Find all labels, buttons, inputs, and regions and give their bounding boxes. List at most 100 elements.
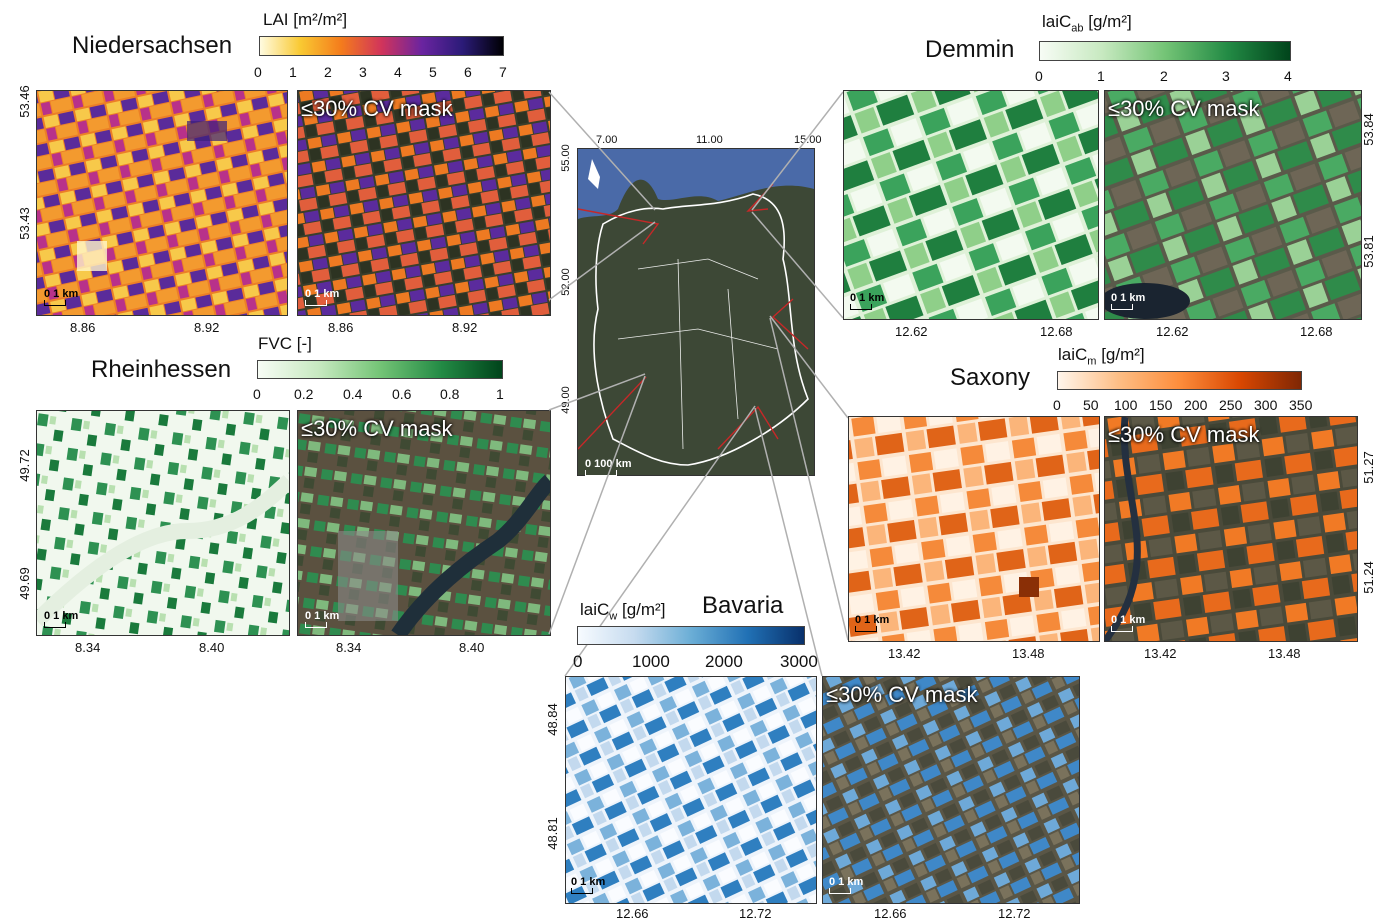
scale-label: 0 1 km bbox=[850, 292, 885, 304]
colorbar-tick: 1000 bbox=[632, 652, 670, 671]
saxony-masked-map bbox=[1104, 416, 1358, 642]
unit-rest: [g/m²] bbox=[617, 600, 666, 619]
colorbar-tick: 0 bbox=[1035, 68, 1043, 84]
scale-label: 0 1 km bbox=[44, 610, 79, 622]
cw-unit-label: laiCw [g/m²] bbox=[580, 600, 665, 622]
colorbar-tick: 0 bbox=[253, 386, 261, 402]
colorbar-tick: 0.8 bbox=[440, 386, 460, 402]
cw-colorbar bbox=[577, 626, 805, 645]
saxony-title: Saxony bbox=[950, 364, 1031, 391]
scale-bar: 0 1 km bbox=[850, 292, 884, 310]
longitude-label: 12.68 bbox=[1300, 324, 1333, 339]
colorbar-tick: 3 bbox=[1222, 68, 1230, 84]
cab-colorbar-ticks: 0 1 2 3 4 bbox=[1035, 68, 1292, 86]
scale-label: 0 100 km bbox=[585, 458, 632, 470]
niedersachsen-lai-map bbox=[36, 90, 288, 316]
longitude-label: 12.66 bbox=[616, 906, 649, 921]
colorbar-tick: 3 bbox=[359, 64, 367, 80]
scale-bar: 0 1 km bbox=[829, 876, 863, 894]
colorbar-tick: 1 bbox=[496, 386, 504, 402]
latitude-label: 48.81 bbox=[544, 817, 560, 850]
longitude-label: 13.42 bbox=[888, 646, 921, 661]
colorbar-tick: 0 bbox=[1053, 397, 1061, 413]
colorbar-tick: 300 bbox=[1254, 397, 1278, 413]
colorbar-tick: 2 bbox=[1160, 68, 1168, 84]
longitude-label: 13.48 bbox=[1012, 646, 1045, 661]
latitude-label: 53.84 bbox=[1360, 113, 1376, 146]
colorbar-tick: 2000 bbox=[705, 652, 743, 671]
niedersachsen-title: Niedersachsen bbox=[72, 32, 233, 59]
scale-bar: 0 1 km bbox=[571, 876, 605, 894]
unit-subscript: m bbox=[1087, 355, 1097, 368]
latitude-label: 53.46 bbox=[16, 85, 32, 118]
latitude-tick: 49.00 bbox=[559, 386, 572, 414]
scale-bar: 0 1 km bbox=[305, 610, 339, 628]
scale-label: 0 1 km bbox=[571, 876, 606, 888]
scale-label: 0 1 km bbox=[829, 876, 864, 888]
longitude-label: 8.34 bbox=[75, 640, 101, 655]
colorbar-tick: 2 bbox=[324, 64, 332, 80]
cv-mask-label: ≤30% CV mask bbox=[301, 416, 453, 441]
scale-bar: 0 1 km bbox=[44, 288, 78, 306]
longitude-tick: 11.00 bbox=[696, 134, 723, 146]
longitude-label: 13.48 bbox=[1268, 646, 1301, 661]
latitude-label: 48.84 bbox=[544, 703, 560, 736]
lai-unit-label: LAI [m²/m²] bbox=[263, 10, 348, 29]
unit-base: laiC bbox=[1042, 12, 1072, 31]
demmin-cab-map bbox=[843, 90, 1099, 320]
latitude-label: 49.72 bbox=[16, 449, 32, 482]
cm-colorbar bbox=[1057, 371, 1302, 390]
bavaria-masked-map bbox=[822, 676, 1080, 904]
colorbar-tick: 1 bbox=[289, 64, 297, 80]
lai-colorbar-ticks: 0 1 2 3 4 5 6 7 bbox=[254, 64, 507, 82]
scale-label: 0 1 km bbox=[1111, 614, 1146, 626]
bavaria-cw-map bbox=[565, 676, 817, 904]
colorbar-tick: 250 bbox=[1219, 397, 1243, 413]
fvc-colorbar-ticks: 0 0.2 0.4 0.6 0.8 1 bbox=[253, 386, 504, 404]
longitude-label: 8.92 bbox=[194, 320, 220, 335]
latitude-label: 51.24 bbox=[1360, 561, 1376, 594]
germany-overview-map bbox=[577, 148, 815, 476]
longitude-label: 12.72 bbox=[739, 906, 772, 921]
latitude-label: 49.69 bbox=[16, 567, 32, 600]
colorbar-tick: 4 bbox=[1284, 68, 1292, 84]
lai-colorbar bbox=[259, 36, 504, 56]
colorbar-tick: 0 bbox=[254, 64, 262, 80]
latitude-tick: 52.00 bbox=[559, 268, 572, 296]
cm-unit-label: laiCm [g/m²] bbox=[1058, 345, 1145, 367]
longitude-label: 8.40 bbox=[459, 640, 485, 655]
cab-unit-label: laiCab [g/m²] bbox=[1042, 12, 1132, 34]
cw-colorbar-ticks: 0 1000 2000 3000 bbox=[573, 652, 827, 672]
longitude-label: 12.72 bbox=[998, 906, 1031, 921]
colorbar-tick: 1 bbox=[1097, 68, 1105, 84]
longitude-label: 8.34 bbox=[336, 640, 362, 655]
latitude-tick: 55.00 bbox=[559, 144, 572, 172]
colorbar-tick: 150 bbox=[1149, 397, 1173, 413]
longitude-label: 8.40 bbox=[199, 640, 225, 655]
colorbar-tick: 0 bbox=[573, 652, 583, 671]
latitude-label: 53.81 bbox=[1360, 235, 1376, 268]
bavaria-title: Bavaria bbox=[702, 592, 784, 619]
colorbar-tick: 350 bbox=[1289, 397, 1313, 413]
colorbar-tick: 0.4 bbox=[343, 386, 363, 402]
unit-subscript: w bbox=[609, 610, 618, 623]
demmin-masked-map bbox=[1104, 90, 1362, 320]
scale-bar: 0 1 km bbox=[305, 288, 339, 306]
cv-mask-label: ≤30% CV mask bbox=[1108, 422, 1260, 447]
colorbar-tick: 200 bbox=[1184, 397, 1208, 413]
scale-label: 0 1 km bbox=[855, 614, 890, 626]
longitude-tick: 7.00 bbox=[596, 134, 618, 146]
colorbar-tick: 0.2 bbox=[294, 386, 314, 402]
niedersachsen-masked-map bbox=[297, 90, 551, 316]
scale-bar: 0 1 km bbox=[855, 614, 889, 632]
colorbar-tick: 3000 bbox=[780, 652, 818, 671]
rheinhessen-fvc-map bbox=[36, 410, 290, 636]
latitude-label: 53.43 bbox=[16, 207, 32, 240]
scale-label: 0 1 km bbox=[305, 610, 340, 622]
longitude-label: 12.68 bbox=[1040, 324, 1073, 339]
scale-bar: 0 1 km bbox=[1111, 614, 1145, 632]
longitude-label: 12.62 bbox=[1156, 324, 1189, 339]
scale-bar: 0 1 km bbox=[1111, 292, 1145, 310]
fvc-unit-label: FVC [-] bbox=[258, 334, 312, 353]
unit-rest: [g/m²] bbox=[1083, 12, 1132, 31]
